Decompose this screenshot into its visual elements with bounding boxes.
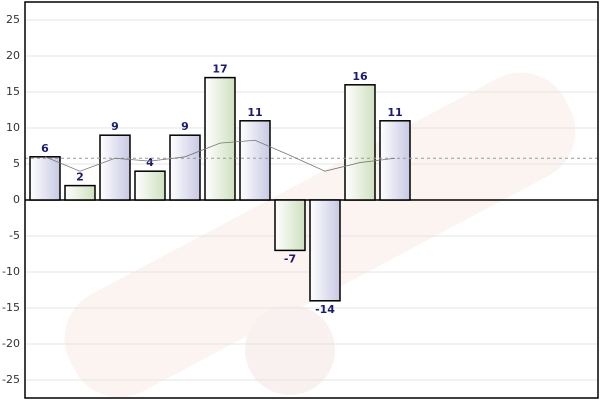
y-tick-label: 25 xyxy=(6,13,20,26)
bar xyxy=(309,199,341,302)
data-label: 17 xyxy=(212,63,227,76)
bar xyxy=(169,134,201,201)
bar xyxy=(204,76,236,201)
y-tick-label: -20 xyxy=(2,337,20,350)
data-label: 2 xyxy=(76,171,84,184)
data-label: -7 xyxy=(284,252,296,265)
bar xyxy=(239,120,271,201)
y-tick-label: 10 xyxy=(6,121,20,134)
y-tick-label: 20 xyxy=(6,49,20,62)
data-label: 16 xyxy=(352,70,368,83)
y-tick-label: 0 xyxy=(13,193,20,206)
bar xyxy=(64,184,96,201)
trend-line xyxy=(44,139,396,172)
bar xyxy=(344,84,376,201)
data-label: 6 xyxy=(41,142,49,155)
data-label: 9 xyxy=(111,120,119,133)
y-tick-label: -5 xyxy=(9,229,20,242)
y-tick-label: -25 xyxy=(2,373,20,386)
plot-frame xyxy=(24,1,599,399)
data-label: 9 xyxy=(181,120,189,133)
bar xyxy=(134,170,166,201)
bar xyxy=(274,199,306,252)
y-tick-label: -15 xyxy=(2,301,20,314)
bar xyxy=(379,120,411,201)
y-tick-label: 5 xyxy=(13,157,20,170)
y-tick-label: -10 xyxy=(2,265,20,278)
y-tick-label: 15 xyxy=(6,85,20,98)
bar xyxy=(99,134,131,201)
bar xyxy=(29,156,61,201)
data-label: 11 xyxy=(247,106,262,119)
data-label: -14 xyxy=(315,303,335,316)
data-label: 4 xyxy=(146,156,154,169)
data-label: 11 xyxy=(387,106,402,119)
